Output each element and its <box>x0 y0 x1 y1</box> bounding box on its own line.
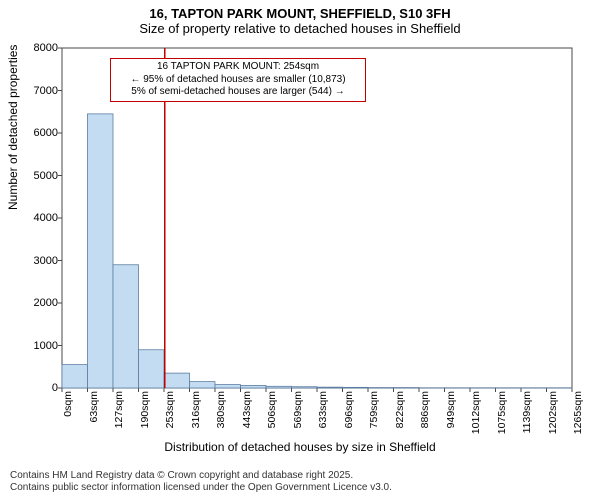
footer-line: Contains HM Land Registry data © Crown c… <box>10 470 392 482</box>
annotation-line: 5% of semi-detached houses are larger (5… <box>115 86 361 99</box>
x-tick-label: 1012sqm <box>470 391 482 441</box>
y-tick-label: 1000 <box>30 340 58 352</box>
x-tick-label: 63sqm <box>88 391 100 441</box>
x-tick-label: 1075sqm <box>496 391 508 441</box>
y-tick-label: 0 <box>30 382 58 394</box>
x-tick-label: 1265sqm <box>572 391 584 441</box>
annotation-line: ← 95% of detached houses are smaller (10… <box>115 74 361 87</box>
y-tick-label: 6000 <box>30 127 58 139</box>
x-tick-label: 380sqm <box>215 391 227 441</box>
x-tick-label: 1139sqm <box>521 391 533 441</box>
x-tick-label: 696sqm <box>343 391 355 441</box>
y-ticks: 010002000300040005000600070008000 <box>30 48 60 388</box>
x-tick-label: 1202sqm <box>547 391 559 441</box>
x-tick-label: 569sqm <box>292 391 304 441</box>
y-tick-label: 5000 <box>30 170 58 182</box>
y-axis-label: Number of detached properties <box>6 45 20 210</box>
x-ticks: 0sqm 63sqm 127sqm 190sqm 253sqm 316sqm 380sqm 4… <box>62 385 572 445</box>
x-tick-label: 759sqm <box>368 391 380 441</box>
y-tick-label: 8000 <box>30 42 58 54</box>
x-tick-label: 506sqm <box>266 391 278 441</box>
x-tick-label: 316sqm <box>190 391 202 441</box>
footer-line: Contains public sector information licen… <box>10 482 392 494</box>
x-tick-label: 0sqm <box>62 391 74 441</box>
x-tick-label: 190sqm <box>139 391 151 441</box>
x-tick-label: 949sqm <box>445 391 457 441</box>
y-tick-label: 3000 <box>30 255 58 267</box>
x-tick-label: 822sqm <box>394 391 406 441</box>
y-tick-label: 4000 <box>30 212 58 224</box>
x-tick-label: 633sqm <box>317 391 329 441</box>
x-tick-label: 886sqm <box>419 391 431 441</box>
annotation-line: 16 TAPTON PARK MOUNT: 254sqm <box>115 61 361 74</box>
y-tick-label: 7000 <box>30 85 58 97</box>
x-axis-label: Distribution of detached houses by size … <box>0 440 600 454</box>
x-tick-label: 443sqm <box>241 391 253 441</box>
chart-title: 16, TAPTON PARK MOUNT, SHEFFIELD, S10 3F… <box>0 6 600 21</box>
x-tick-label: 127sqm <box>113 391 125 441</box>
chart-subtitle: Size of property relative to detached ho… <box>0 21 600 36</box>
y-tick-label: 2000 <box>30 297 58 309</box>
chart-title-block: 16, TAPTON PARK MOUNT, SHEFFIELD, S10 3F… <box>0 0 600 36</box>
x-tick-label: 253sqm <box>164 391 176 441</box>
annotation-box: 16 TAPTON PARK MOUNT: 254sqm ← 95% of de… <box>110 58 366 102</box>
footer-attribution: Contains HM Land Registry data © Crown c… <box>10 470 392 494</box>
